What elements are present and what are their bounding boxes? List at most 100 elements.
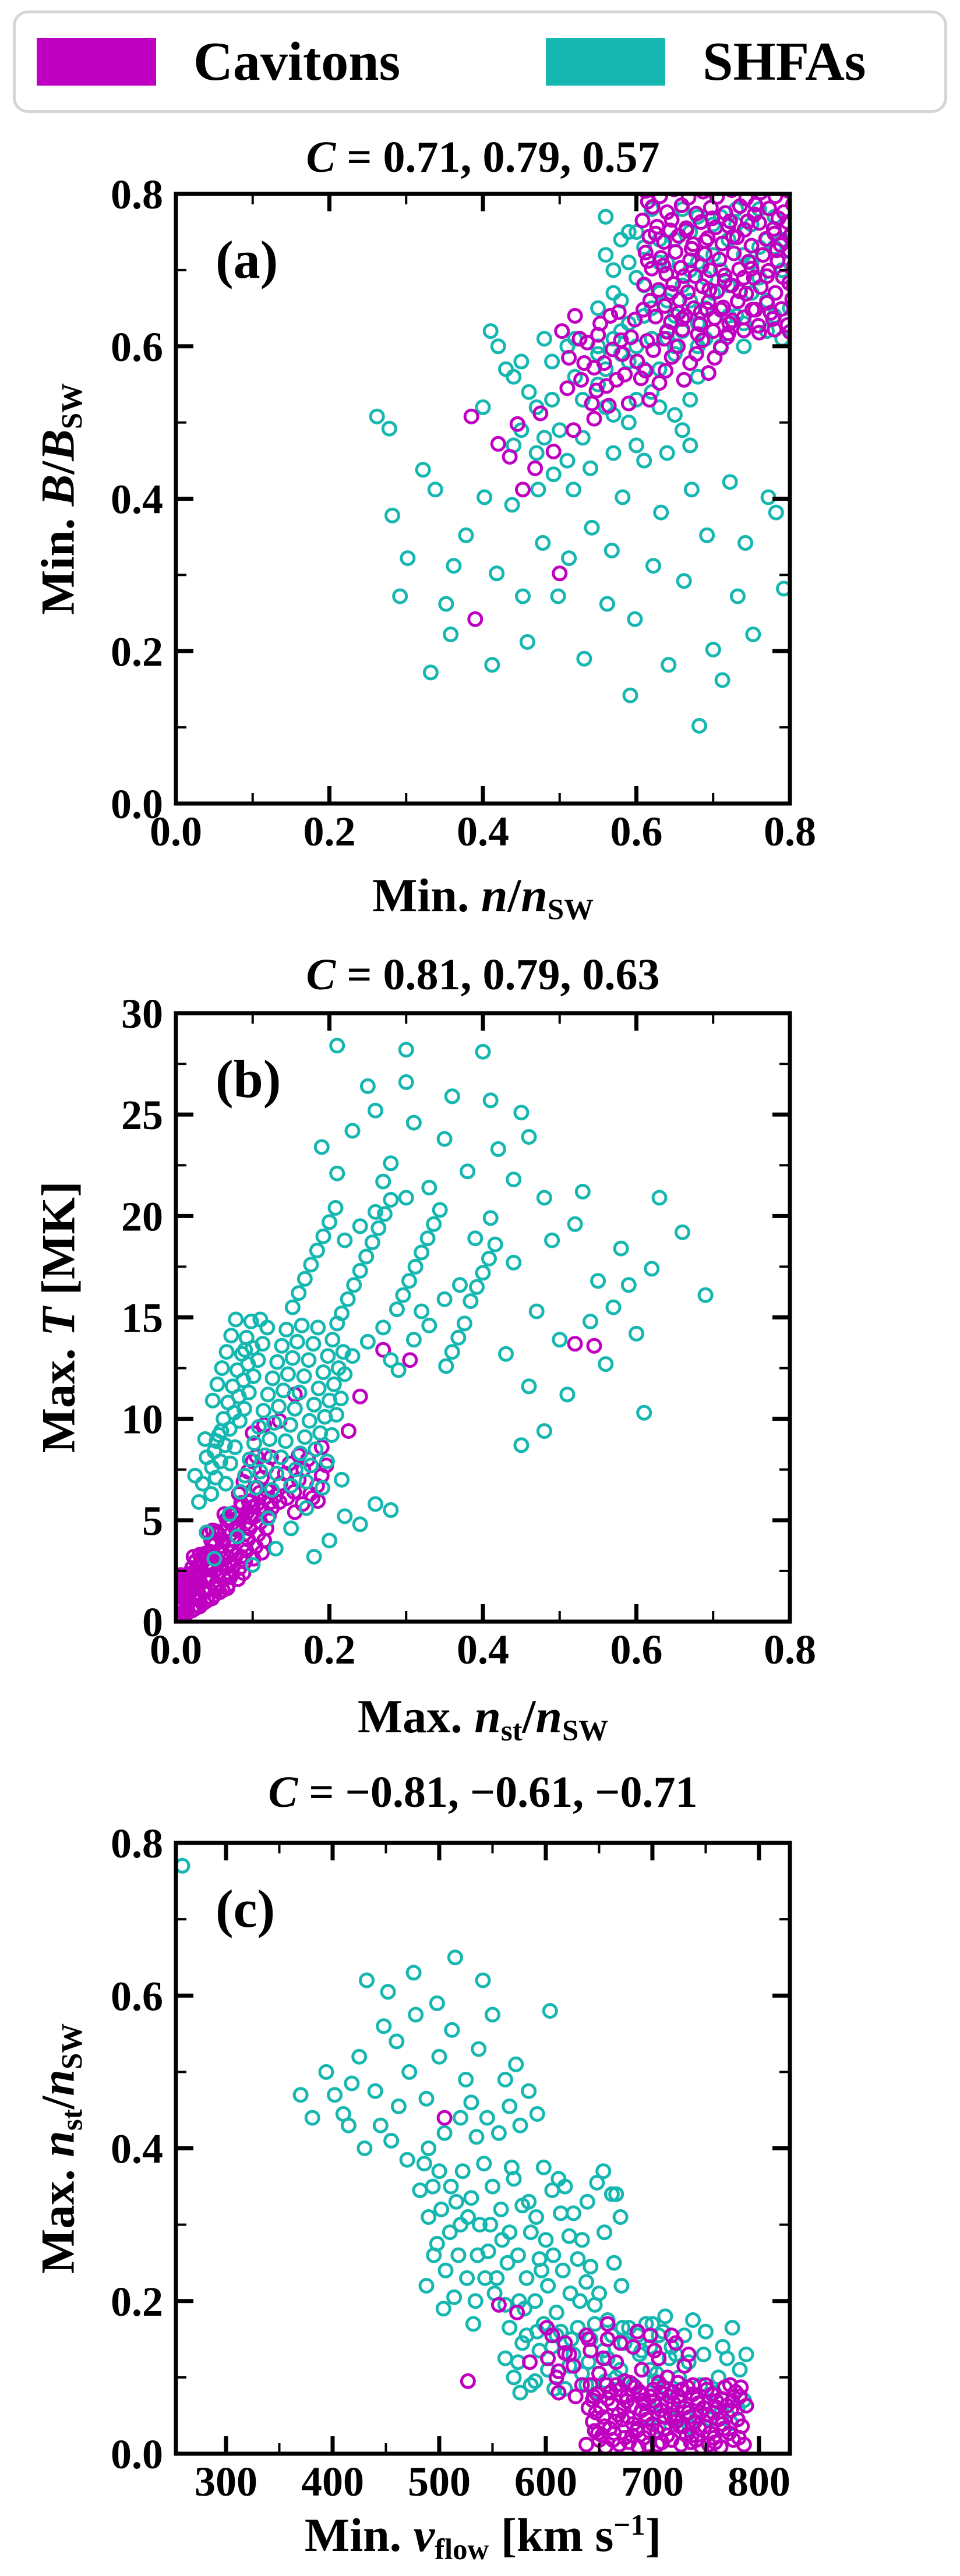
scatter-point xyxy=(390,1362,407,1378)
scatter-point xyxy=(673,197,690,214)
scatter-point xyxy=(574,2232,590,2248)
scatter-point xyxy=(375,1342,391,1358)
scatter-point xyxy=(329,1165,345,1181)
scatter-point xyxy=(502,2320,518,2336)
scatter-point xyxy=(770,253,786,269)
scatter-point xyxy=(621,2320,637,2336)
scatter-point xyxy=(583,2259,599,2275)
scatter-point xyxy=(220,1395,237,1411)
scatter-point xyxy=(310,1380,327,1396)
scatter-point xyxy=(375,1173,391,1190)
scatter-point xyxy=(243,1314,259,1329)
scatter-point xyxy=(425,2178,441,2195)
scatter-point xyxy=(223,1455,238,1471)
scatter-point xyxy=(454,2163,471,2179)
scatter-point xyxy=(383,2132,400,2149)
scatter-point xyxy=(512,2384,528,2401)
scatter-point xyxy=(615,2320,631,2336)
scatter-point xyxy=(369,408,385,424)
scatter-point xyxy=(191,1494,207,1510)
scatter-point xyxy=(629,224,644,240)
points-layer xyxy=(174,1038,714,1623)
scatter-point xyxy=(606,2255,622,2271)
scatter-point xyxy=(245,1557,261,1573)
scatter-point xyxy=(605,1299,622,1315)
scatter-point xyxy=(405,1965,422,1981)
scatter-point xyxy=(610,304,627,320)
scatter-point xyxy=(595,2350,612,2366)
scatter-point xyxy=(418,2090,435,2107)
scatter-point xyxy=(668,244,684,260)
scatter-point xyxy=(400,550,416,567)
scatter-point xyxy=(195,1475,211,1492)
scatter-point xyxy=(228,1311,244,1328)
scatter-point xyxy=(567,2389,584,2405)
scatter-point xyxy=(647,225,663,242)
scatter-point xyxy=(199,1524,215,1541)
scatter-point xyxy=(761,200,777,217)
scatter-point xyxy=(368,1204,383,1220)
scatter-point xyxy=(691,718,707,734)
scatter-point xyxy=(701,282,718,298)
label-segment: st xyxy=(55,2109,89,2131)
scatter-point xyxy=(688,346,704,362)
scatter-point xyxy=(535,2159,552,2175)
scatter-point xyxy=(585,2392,601,2408)
scatter-point xyxy=(516,2301,532,2317)
panel-c: 300 400 500 600 700 800 0.0 0.2 0.4 0.6 0.8 xyxy=(111,1820,792,2505)
scatter-point xyxy=(694,257,710,274)
scatter-point xyxy=(705,642,721,658)
x-tick-label: 500 xyxy=(408,2458,471,2505)
scatter-point xyxy=(561,349,577,366)
scatter-point xyxy=(471,2041,487,2057)
scatter-point xyxy=(523,2224,539,2241)
x-tick-label: 0.2 xyxy=(303,1626,356,1673)
series-shfas xyxy=(187,1038,714,1573)
scatter-point xyxy=(722,474,738,490)
scatter-point xyxy=(416,2156,432,2172)
scatter-point xyxy=(697,1287,714,1303)
scatter-point xyxy=(690,2395,707,2411)
scatter-point xyxy=(722,2377,738,2393)
label-segment: n xyxy=(31,2069,84,2096)
scatter-point xyxy=(695,192,711,200)
scatter-point xyxy=(779,317,792,333)
scatter-point xyxy=(574,2377,590,2393)
label-segment: Max. xyxy=(357,1690,475,1743)
scatter-point xyxy=(229,1528,245,1545)
scatter-point xyxy=(506,1254,522,1271)
panel-c-yaxis-label: Max. nst/nSW xyxy=(26,1843,91,2454)
scatter-point xyxy=(436,1291,453,1307)
scatter-point xyxy=(477,2270,493,2286)
scatter-point xyxy=(255,1403,271,1419)
scatter-point xyxy=(538,2232,554,2248)
scatter-point xyxy=(436,2125,453,2141)
scatter-point xyxy=(252,1463,269,1480)
scatter-point xyxy=(408,2007,424,2023)
scatter-point xyxy=(607,2414,623,2430)
label-segment: st xyxy=(500,1714,523,1747)
scatter-point xyxy=(337,1366,353,1382)
scatter-point xyxy=(578,2274,594,2290)
scatter-point xyxy=(246,1435,262,1451)
scatter-point xyxy=(545,2247,562,2263)
scatter-point xyxy=(245,1368,262,1384)
scatter-point xyxy=(599,596,615,612)
scatter-point xyxy=(700,365,717,381)
scatter-point xyxy=(676,371,692,388)
scatter-point xyxy=(431,2163,447,2179)
scatter-point xyxy=(572,2293,588,2309)
scatter-point xyxy=(668,2335,684,2351)
scatter-point xyxy=(588,383,605,399)
scatter-point xyxy=(740,213,756,229)
scatter-point xyxy=(705,323,721,339)
scatter-point xyxy=(303,1257,319,1273)
scatter-point xyxy=(701,2436,717,2453)
scatter-point xyxy=(357,2140,373,2156)
scatter-point xyxy=(460,2209,476,2225)
scatter-point xyxy=(444,1344,460,1360)
scatter-point xyxy=(337,1232,353,1248)
scatter-point xyxy=(318,2064,334,2080)
scatter-point xyxy=(536,331,552,347)
scatter-point xyxy=(770,210,786,227)
